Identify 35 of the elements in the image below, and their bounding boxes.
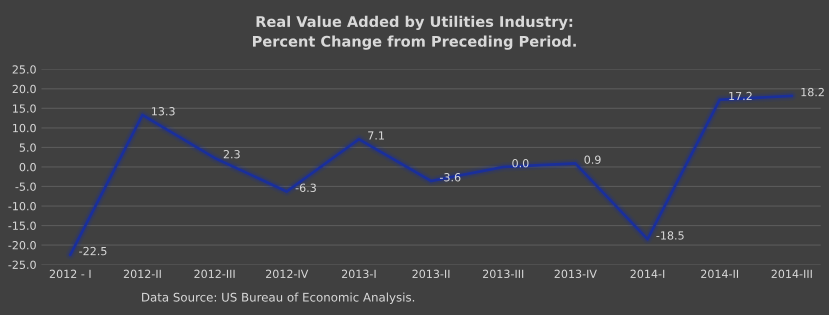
x-tick-label: 2014-III [772,270,812,278]
x-tick-label: 2012-II [124,270,161,278]
chart-title: Real Value Added by Utilities Industry: Percent Change from Preceding Period. [252,16,576,50]
data-label: -22.5 [79,246,106,256]
x-tick-label: 2014-I [630,270,664,278]
data-label: 13.3 [152,107,175,116]
x-tick-label: 2013-II [412,270,450,278]
x-tick-label: 2013-IV [554,270,597,278]
source-note: Data Source: US Bureau of Economic Analysis. [142,292,414,304]
y-tick-label: -25.0 [8,260,36,269]
data-label: -3.6 [440,173,460,182]
data-label: 2.3 [224,150,240,158]
x-tick-label: 2012 - I [50,270,91,278]
data-label: 0.9 [584,155,601,164]
data-label: 0.0 [512,158,528,168]
y-tick-label: 15.0 [13,104,36,113]
y-tick-label: -20.0 [8,241,36,250]
y-tick-label: 0.0 [20,162,36,172]
x-tick-label: 2013-I [342,270,376,278]
data-label: 17.2 [729,92,752,100]
y-tick-label: -5.0 [15,182,36,191]
x-tick-label: 2012-III [194,270,235,278]
y-tick-label: 5.0 [20,143,36,152]
data-label: -6.3 [296,184,316,192]
y-tick-label: -10.0 [8,202,36,210]
x-tick-label: 2012-IV [266,270,308,278]
y-tick-label: 10.0 [13,124,36,132]
y-tick-label: -15.0 [8,222,36,230]
data-label: -18.5 [656,231,684,240]
y-tick-label: 20.0 [12,84,36,94]
data-label: 18.2 [801,88,824,96]
y-tick-label: 25.0 [12,65,36,74]
x-tick-label: 2014-II [701,270,738,278]
data-label: 7.1 [368,131,384,140]
x-tick-label: 2013-III [482,270,524,278]
